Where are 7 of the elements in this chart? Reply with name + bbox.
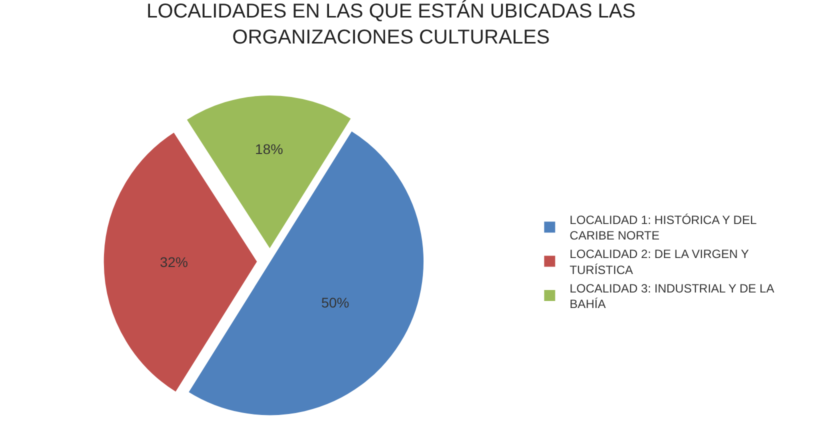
legend-label: LOCALIDAD 3: INDUSTRIAL Y DE LA BAHÍA bbox=[570, 281, 774, 311]
legend-label: LOCALIDAD 2: DE LA VIRGEN Y TURÍSTICA bbox=[570, 247, 749, 277]
legend-label: LOCALIDAD 1: HISTÓRICA Y DEL CARIBE NORTE bbox=[570, 212, 757, 243]
data-label: 50% bbox=[321, 294, 350, 310]
data-label: 18% bbox=[255, 140, 284, 157]
chart-title: LOCALIDADES EN LAS QUE ESTÁN UBICADAS LAS ORGANIZACIONES CULTURALES bbox=[146, 0, 636, 49]
data-label: 32% bbox=[160, 254, 188, 270]
